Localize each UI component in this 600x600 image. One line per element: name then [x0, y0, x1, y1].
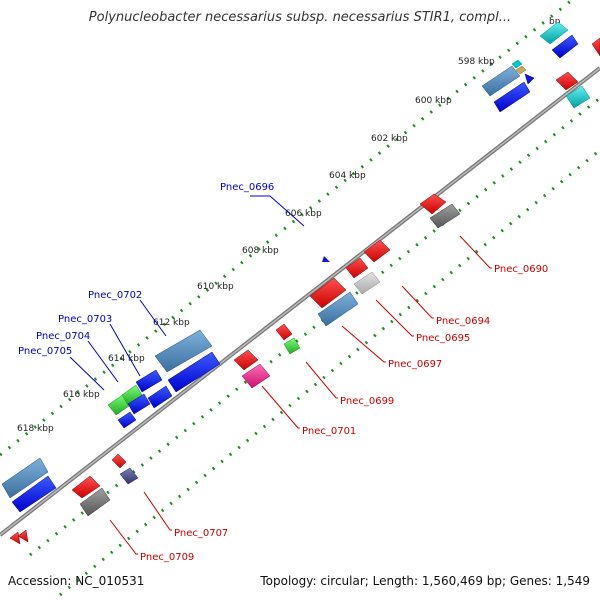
- gene-label[interactable]: Pnec_0709: [140, 552, 194, 563]
- gene-arrow[interactable]: [345, 257, 369, 279]
- gene-arrow[interactable]: [71, 475, 101, 499]
- gene-label[interactable]: Pnec_0696: [220, 182, 274, 193]
- gene-label[interactable]: Pnec_0701: [302, 426, 356, 437]
- gene-arrow[interactable]: [233, 349, 259, 371]
- gene-arrow[interactable]: [135, 369, 163, 393]
- leader-line: [250, 195, 305, 227]
- gene-arrow[interactable]: [309, 277, 347, 309]
- tick-track-outer: [0, 0, 573, 457]
- gene-arrow[interactable]: [551, 34, 579, 59]
- leader-line: [261, 385, 300, 429]
- tick-track-inner-1: [29, 96, 600, 557]
- leader-line: [401, 285, 434, 319]
- gene-arrow[interactable]: [167, 351, 221, 393]
- leader-line: [139, 299, 167, 337]
- tick-label: 608 kbp: [242, 246, 279, 256]
- gene-arrow[interactable]: [119, 467, 139, 485]
- leader-line: [305, 361, 338, 399]
- tick-label: 604 kbp: [329, 171, 366, 181]
- tick-label: 600 kbp: [415, 96, 452, 106]
- gene-arrow[interactable]: [524, 73, 535, 85]
- leader-line: [69, 356, 105, 391]
- gene-arrow[interactable]: [275, 323, 293, 341]
- gene-arrow[interactable]: [9, 531, 21, 545]
- tick-label: 618 kbp: [17, 424, 54, 434]
- gene-arrow[interactable]: [317, 291, 359, 327]
- gene-arrow[interactable]: [322, 256, 330, 262]
- gene-arrow[interactable]: [515, 65, 527, 75]
- tick-label: bp: [549, 17, 561, 27]
- genome-summary-text: Topology: circular; Length: 1,560,469 bp…: [260, 574, 590, 588]
- gene-label[interactable]: Pnec_0703: [58, 314, 112, 325]
- tick-label: 616 kbp: [63, 390, 100, 400]
- gene-label[interactable]: Pnec_0704: [36, 331, 90, 342]
- gene-arrow[interactable]: [11, 475, 57, 513]
- gene-label[interactable]: Pnec_0699: [340, 396, 394, 407]
- gene-arrow[interactable]: [283, 337, 301, 355]
- label-leader-lines: [69, 195, 492, 555]
- leader-line: [143, 491, 172, 531]
- gene-arrow[interactable]: [241, 363, 271, 389]
- gene-arrow[interactable]: [17, 529, 29, 543]
- forward-genes: [1, 21, 579, 513]
- gene-arrow[interactable]: [591, 37, 600, 57]
- reverse-genes: [9, 37, 600, 545]
- gene-arrow[interactable]: [539, 21, 569, 45]
- tick-label: 610 kbp: [197, 282, 234, 292]
- leader-line: [87, 340, 119, 383]
- backbone-highlight: [0, 67, 600, 536]
- gene-arrow[interactable]: [1, 457, 49, 499]
- tick-labels: bp 598 kbp 600 kbp 602 kbp 604 kbp 606 k…: [17, 17, 561, 434]
- gene-arrow[interactable]: [511, 59, 523, 69]
- gene-arrow[interactable]: [493, 81, 531, 113]
- tick-label: 614 kbp: [108, 354, 145, 364]
- gene-label[interactable]: Pnec_0707: [174, 528, 228, 539]
- gene-label[interactable]: Pnec_0697: [388, 359, 442, 370]
- tick-label: 602 kbp: [371, 134, 408, 144]
- gene-label[interactable]: Pnec_0690: [494, 264, 548, 275]
- gene-arrow[interactable]: [127, 393, 151, 415]
- gene-arrow[interactable]: [79, 487, 111, 517]
- tick-label: 606 kbp: [285, 209, 322, 219]
- tick-label: 612 kbp: [153, 318, 190, 328]
- gene-arrow[interactable]: [419, 193, 447, 215]
- tick-label: 598 kbp: [458, 57, 495, 67]
- gene-label[interactable]: Pnec_0702: [88, 290, 142, 301]
- gene-arrow[interactable]: [147, 385, 173, 409]
- leader-line: [109, 323, 141, 377]
- gene-arrow[interactable]: [565, 85, 591, 109]
- gene-labels: Pnec_0696 Pnec_0702 Pnec_0703 Pnec_0704 …: [18, 182, 548, 563]
- gene-arrow[interactable]: [154, 329, 213, 373]
- gene-arrow[interactable]: [555, 71, 579, 91]
- gene-label[interactable]: Pnec_0695: [416, 333, 470, 344]
- gene-arrow[interactable]: [111, 453, 127, 469]
- map-title: Polynucleobacter necessarius subsp. nece…: [88, 10, 512, 25]
- leader-line: [375, 299, 414, 337]
- leader-line: [109, 519, 138, 555]
- gene-arrow[interactable]: [363, 239, 391, 263]
- gene-arrow[interactable]: [429, 203, 461, 229]
- leader-line: [459, 235, 492, 269]
- tick-track-inner-2: [59, 148, 600, 597]
- gene-label[interactable]: Pnec_0705: [18, 346, 72, 357]
- accession-text: Accession: NC_010531: [8, 574, 145, 588]
- gene-label[interactable]: Pnec_0694: [436, 316, 490, 327]
- leader-line: [341, 325, 386, 363]
- gene-arrow[interactable]: [481, 65, 521, 97]
- gene-arrow[interactable]: [353, 271, 381, 295]
- gene-arrow[interactable]: [117, 411, 137, 429]
